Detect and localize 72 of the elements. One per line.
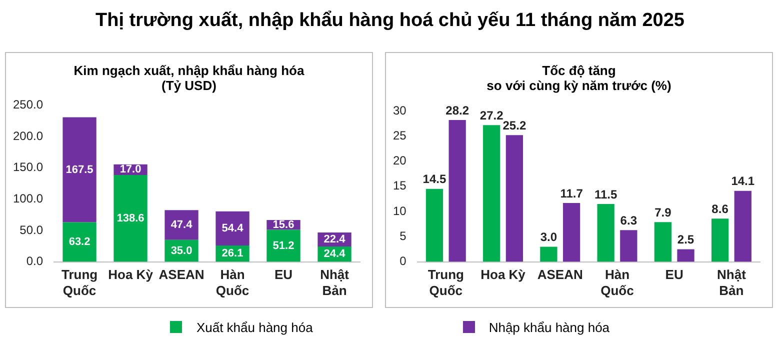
bar: [448, 120, 466, 262]
y-tick-label: 25: [392, 128, 407, 142]
x-tick-label: EU: [274, 267, 293, 282]
data-label: 22.4: [324, 234, 346, 246]
y-tick-label: 5: [400, 228, 407, 243]
bar: [62, 222, 96, 262]
legend-label: Xuất khẩu hàng hóa: [196, 320, 313, 335]
bar: [734, 190, 752, 262]
bar: [114, 174, 148, 262]
bar: [540, 246, 558, 262]
bar: [216, 211, 250, 246]
bar: [654, 222, 672, 262]
data-label: 6.3: [620, 213, 638, 228]
y-tick-label: 150.0: [13, 160, 44, 174]
x-tick-label: Hoa Kỳ: [480, 267, 526, 282]
bar: [562, 202, 580, 262]
bar: [164, 210, 198, 240]
data-label: 35.0: [170, 244, 192, 257]
x-tick-label: Trung Quốc: [61, 267, 98, 298]
y-tick-label: 0: [400, 254, 407, 268]
y-tick-label: 10: [392, 204, 407, 218]
y-tick-label: 15: [392, 178, 407, 193]
data-label: 26.1: [222, 248, 244, 260]
chart-subtitle: Kim ngạch xuất, nhập khẩu hàng hóa (Tỷ USD): [72, 63, 306, 95]
data-label: 138.6: [116, 212, 144, 224]
bar: [506, 135, 523, 262]
x-tick-label: EU: [665, 267, 684, 282]
data-label: 25.2: [502, 118, 526, 132]
bar: [483, 125, 500, 262]
data-label: 7.9: [654, 205, 672, 220]
data-label: 15.6: [272, 218, 294, 231]
data-label: 14.5: [422, 172, 446, 186]
chart-title: Thị trường xuất, nhập khẩu hàng hoá chủ yếu 11 tháng năm 2025: [94, 10, 686, 32]
y-tick-label: 100.0: [13, 191, 44, 206]
data-label: 14.1: [731, 174, 755, 188]
data-label: 167.5: [66, 164, 94, 176]
data-label: 8.6: [712, 202, 729, 216]
data-label: 47.4: [170, 219, 194, 232]
data-label: 3.0: [540, 230, 558, 244]
x-tick-label: Trung Quốc: [428, 267, 464, 298]
bar: [620, 230, 638, 262]
x-tick-label: Hoa Kỳ: [108, 267, 154, 282]
bar: [711, 218, 729, 262]
x-tick-label: ASEAN: [158, 267, 204, 282]
data-label: 11.7: [560, 186, 584, 200]
data-label: 2.5: [677, 232, 694, 247]
y-tick-label: 250.0: [13, 98, 44, 112]
y-tick-label: 200.0: [13, 128, 44, 143]
data-label: 24.4: [324, 248, 346, 260]
chart-title: Tốc độ tăng so với cùng kỳ năm trước (%): [486, 63, 672, 95]
data-label: 27.2: [480, 108, 504, 122]
y-tick-label: 30: [392, 103, 407, 118]
y-tick-label: 0.0: [26, 254, 44, 268]
data-label: 11.5: [594, 187, 618, 202]
x-tick-label: ASEAN: [537, 267, 583, 282]
data-label: 51.2: [272, 240, 294, 252]
legend-label: Nhập khẩu hàng hóa: [488, 320, 610, 335]
data-label: 17.0: [120, 164, 142, 176]
bar: [677, 249, 694, 262]
bar: [62, 117, 96, 222]
y-tick-label: 50.0: [20, 222, 44, 237]
data-label: 63.2: [68, 236, 90, 248]
bar: [266, 230, 300, 262]
x-tick-label: Nhật Bản: [717, 267, 747, 298]
x-tick-label: Hàn Quốc: [600, 267, 634, 298]
y-tick-label: 20: [392, 154, 407, 168]
data-label: 28.2: [446, 103, 470, 118]
bar: [426, 188, 444, 262]
x-tick-label: Hàn Quốc: [216, 267, 250, 298]
bar: [597, 204, 614, 262]
x-tick-label: Nhật Bản: [320, 267, 350, 298]
data-label: 54.4: [222, 222, 244, 234]
